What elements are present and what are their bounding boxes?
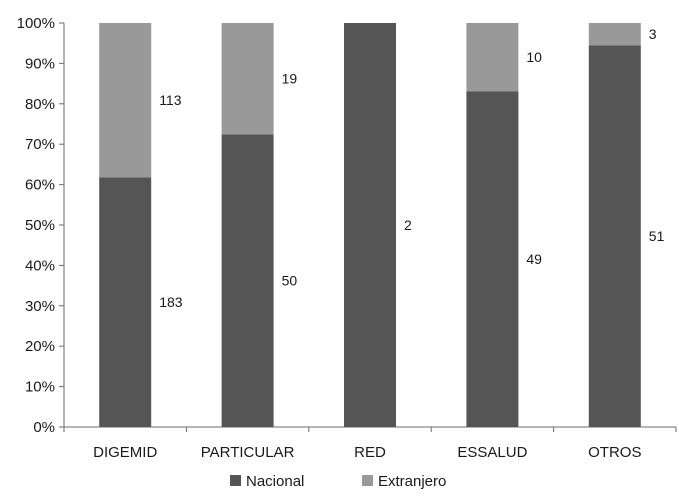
data-label-nacional: 183 [159, 294, 183, 310]
data-label-nacional: 50 [282, 273, 298, 289]
axes: 0% 10% 20% 30% 40% 50% 60% 70% 80% 90% 100% DIGEMID… [17, 15, 677, 461]
bars [99, 23, 641, 427]
bar-extranjero-digemid [99, 23, 152, 178]
legend: Nacional Extranjero [230, 473, 446, 490]
x-category-label: DIGEMID [93, 444, 157, 461]
bar-extranjero-particular [221, 23, 274, 135]
bar-nacional-red [344, 23, 396, 427]
x-category-label: ESSALUD [457, 444, 527, 461]
bar-extranjero-otros [588, 23, 641, 46]
legend-label-nacional: Nacional [246, 473, 304, 490]
x-category-label: OTROS [588, 444, 641, 461]
y-tick-label: 0% [33, 419, 55, 436]
y-tick-label: 20% [25, 338, 55, 355]
data-label-nacional: 51 [649, 228, 665, 244]
bar-extranjero-essalud [466, 23, 519, 92]
data-label-nacional: 49 [526, 251, 542, 267]
data-label-extranjero: 19 [282, 71, 298, 87]
legend-swatch-nacional [230, 475, 241, 486]
y-tick-label: 90% [25, 55, 55, 72]
x-category-label: RED [354, 444, 386, 461]
bar-nacional-essalud [466, 91, 519, 427]
y-tick-label: 50% [25, 217, 55, 234]
data-label-extranjero: 3 [649, 26, 657, 42]
y-tick-label: 30% [25, 298, 55, 315]
y-tick-label: 60% [25, 177, 55, 194]
data-label-extranjero: 10 [526, 49, 542, 65]
y-tick-label: 100% [17, 15, 55, 32]
y-tick-label: 80% [25, 96, 55, 113]
y-tick-label: 40% [25, 257, 55, 274]
y-tick-label: 10% [25, 379, 55, 396]
legend-swatch-extranjero [362, 475, 373, 486]
y-tick-label: 70% [25, 136, 55, 153]
x-category-label: PARTICULAR [201, 444, 295, 461]
legend-label-extranjero: Extranjero [378, 473, 446, 490]
data-labels: 183 113 50 19 2 49 10 51 3 [159, 26, 664, 310]
bar-nacional-digemid [99, 177, 152, 427]
data-label-extranjero: 113 [159, 92, 182, 108]
bar-nacional-otros [588, 45, 641, 427]
bar-nacional-particular [221, 134, 274, 427]
data-label-nacional: 2 [404, 217, 412, 233]
